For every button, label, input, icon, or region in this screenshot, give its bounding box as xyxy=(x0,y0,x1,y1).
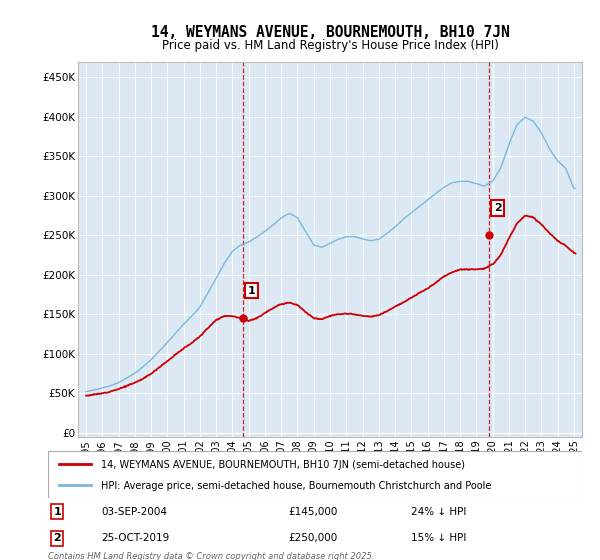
Text: 2: 2 xyxy=(494,203,502,213)
Text: 03-SEP-2004: 03-SEP-2004 xyxy=(101,507,167,517)
Text: 24% ↓ HPI: 24% ↓ HPI xyxy=(411,507,466,517)
Text: 1: 1 xyxy=(53,507,61,517)
Text: £145,000: £145,000 xyxy=(289,507,338,517)
Text: £250,000: £250,000 xyxy=(289,533,338,543)
Text: 14, WEYMANS AVENUE, BOURNEMOUTH, BH10 7JN: 14, WEYMANS AVENUE, BOURNEMOUTH, BH10 7J… xyxy=(151,25,509,40)
Text: 14, WEYMANS AVENUE, BOURNEMOUTH, BH10 7JN (semi-detached house): 14, WEYMANS AVENUE, BOURNEMOUTH, BH10 7J… xyxy=(101,460,466,470)
Text: 1: 1 xyxy=(248,286,256,296)
Text: Price paid vs. HM Land Registry's House Price Index (HPI): Price paid vs. HM Land Registry's House … xyxy=(161,39,499,52)
Text: 25-OCT-2019: 25-OCT-2019 xyxy=(101,533,170,543)
FancyBboxPatch shape xyxy=(48,451,582,498)
Text: HPI: Average price, semi-detached house, Bournemouth Christchurch and Poole: HPI: Average price, semi-detached house,… xyxy=(101,481,492,491)
Text: 2: 2 xyxy=(53,533,61,543)
Text: 15% ↓ HPI: 15% ↓ HPI xyxy=(411,533,466,543)
Text: Contains HM Land Registry data © Crown copyright and database right 2025.
This d: Contains HM Land Registry data © Crown c… xyxy=(48,552,374,560)
